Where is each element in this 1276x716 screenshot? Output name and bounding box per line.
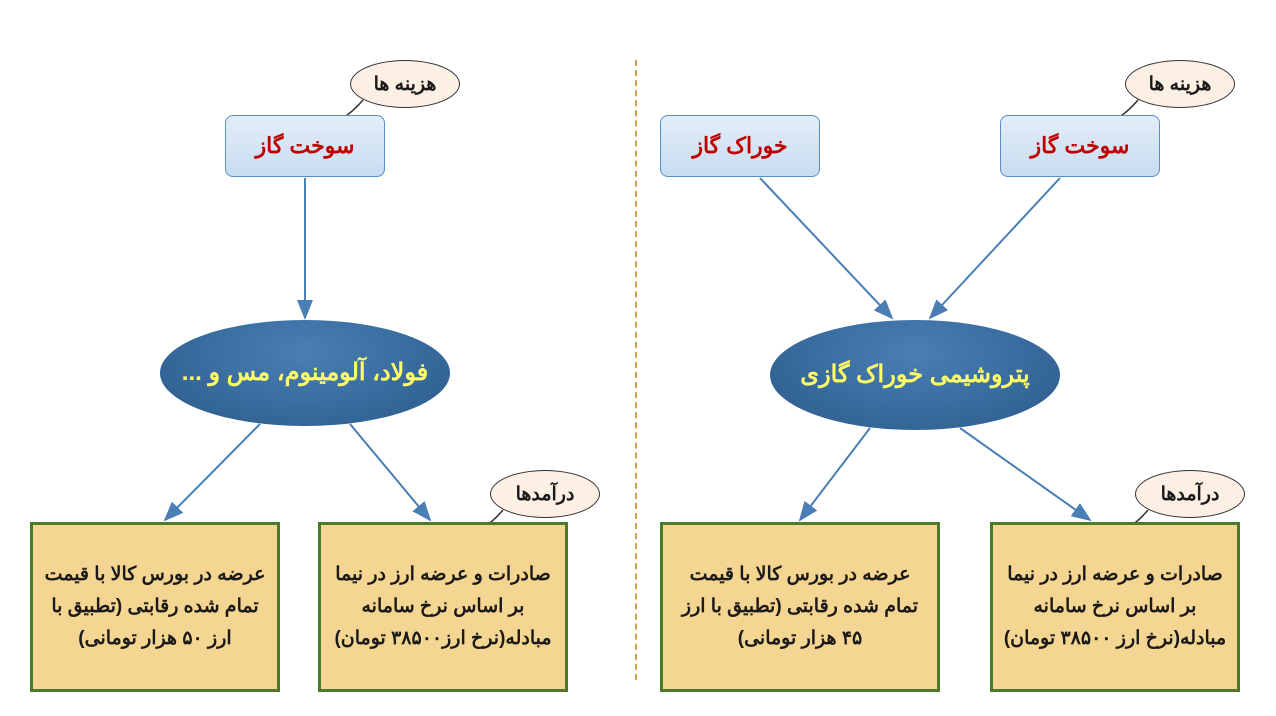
- input-label: خوراک گاز: [692, 133, 787, 159]
- output-box-left-1: صادرات و عرضه ارز در نیما بر اساس نرخ سا…: [318, 522, 568, 692]
- ellipse-label: فولاد، آلومینوم، مس و ...: [182, 356, 428, 390]
- ellipse-label: پتروشیمی خوراک گازی: [800, 358, 1029, 392]
- output-label: عرضه در بورس کالا با قیمت تمام شده رقابت…: [671, 559, 929, 656]
- input-gas-fuel-right: سوخت گاز: [1000, 115, 1160, 177]
- input-gas-feed-right: خوراک گاز: [660, 115, 820, 177]
- output-box-right-2: عرضه در بورس کالا با قیمت تمام شده رقابت…: [660, 522, 940, 692]
- callout-label: هزینه ها: [1149, 73, 1212, 96]
- output-box-left-2: عرضه در بورس کالا با قیمت تمام شده رقابت…: [30, 522, 280, 692]
- center-divider: [635, 60, 637, 680]
- output-label: صادرات و عرضه ارز در نیما بر اساس نرخ سا…: [329, 559, 557, 656]
- output-label: عرضه در بورس کالا با قیمت تمام شده رقابت…: [41, 559, 269, 656]
- industry-ellipse-right: پتروشیمی خوراک گازی: [770, 320, 1060, 430]
- input-gas-fuel-left: سوخت گاز: [225, 115, 385, 177]
- callout-income-right: درآمدها: [1135, 470, 1245, 518]
- input-label: سوخت گاز: [1031, 133, 1130, 159]
- input-label: سوخت گاز: [256, 133, 355, 159]
- callout-costs-left: هزینه ها: [350, 60, 460, 108]
- callout-label: درآمدها: [516, 483, 575, 506]
- industry-ellipse-left: فولاد، آلومینوم، مس و ...: [160, 320, 450, 426]
- callout-income-left: درآمدها: [490, 470, 600, 518]
- output-box-right-1: صادرات و عرضه ارز در نیما بر اساس نرخ سا…: [990, 522, 1240, 692]
- callout-label: هزینه ها: [374, 73, 437, 96]
- callout-costs-right: هزینه ها: [1125, 60, 1235, 108]
- callout-label: درآمدها: [1161, 483, 1220, 506]
- output-label: صادرات و عرضه ارز در نیما بر اساس نرخ سا…: [1001, 559, 1229, 656]
